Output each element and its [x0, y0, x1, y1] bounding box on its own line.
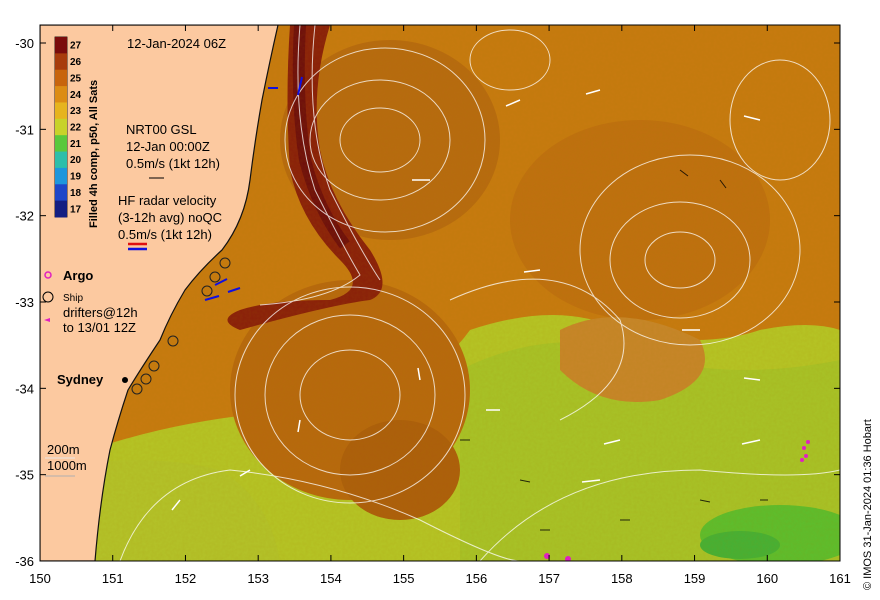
ship-tracks: [131, 257, 231, 395]
geostrophic-contours: [119, 25, 840, 561]
hf-radar-scale: 0.5m/s (1kt 12h): [118, 227, 212, 242]
y-tick-label: -33: [15, 295, 34, 310]
y-tick-label: -32: [15, 209, 34, 224]
gsl-scale: 0.5m/s (1kt 12h): [126, 156, 220, 171]
ship-marker-icon: [42, 291, 54, 303]
x-tick-label: 161: [829, 571, 851, 586]
gsl-title: NRT00 GSL: [126, 122, 197, 137]
y-tick-label: -30: [15, 36, 34, 51]
colorbar-swatch: [55, 118, 67, 136]
colorbar-tick-label: 19: [70, 172, 82, 183]
current-vectors: [171, 89, 761, 511]
x-tick-label: 157: [538, 571, 560, 586]
drifters: [544, 440, 810, 561]
isobath-1000m-label: 1000m: [47, 458, 87, 473]
city-label-sydney: Sydney: [57, 372, 104, 387]
drifters-label-2: to 13/01 12Z: [63, 320, 136, 335]
y-axis: -30 -31 -32 -33 -34 -35 -36: [15, 36, 840, 569]
colorbar-tick-label: 23: [70, 106, 82, 117]
argo-marker-icon: [44, 271, 52, 279]
x-tick-label: 153: [247, 571, 269, 586]
land-mass: [40, 25, 279, 561]
x-tick-label: 160: [756, 571, 778, 586]
y-tick-label: -34: [15, 381, 34, 396]
ship-label: Ship: [63, 293, 83, 304]
plot-area: [40, 25, 840, 561]
colorbar-tick-label: 26: [70, 57, 82, 68]
y-tick-label: -36: [15, 554, 34, 569]
colorbar-tick-label: 24: [70, 90, 82, 101]
colorbar-swatch: [55, 53, 67, 71]
city-marker: [122, 377, 128, 383]
colorbar-swatch: [55, 37, 67, 54]
colorbar-swatch: [55, 102, 67, 120]
timestamp-label: 12-Jan-2024 06Z: [127, 36, 226, 51]
x-tick-label: 155: [393, 571, 415, 586]
x-tick-label: 156: [466, 571, 488, 586]
gsl-date: 12-Jan 00:00Z: [126, 139, 210, 154]
x-tick-label: 159: [684, 571, 706, 586]
y-tick-label: -31: [15, 122, 34, 137]
x-tick-label: 151: [102, 571, 124, 586]
x-tick-label: 150: [29, 571, 51, 586]
argo-label: Argo: [63, 268, 93, 283]
hf-radar-avg: (3-12h avg) noQC: [118, 210, 222, 225]
colorbar-tick-label: 25: [70, 73, 82, 84]
colorbar: 27 26 25 24 23 22 21 20 19 18 17 Filled 4h comp, p…: [54, 36, 100, 228]
colorbar-tick-label: 18: [70, 188, 82, 199]
colorbar-swatch: [55, 135, 67, 153]
colorbar-swatch: [55, 184, 67, 202]
x-tick-label: 154: [320, 571, 342, 586]
colorbar-tick-label: 17: [70, 204, 82, 215]
colorbar-swatch: [55, 200, 67, 218]
colorbar-swatch: [55, 151, 67, 169]
colorbar-swatch: [55, 69, 67, 87]
drifter-marker-icon: [44, 318, 50, 322]
x-axis: 150 151 152 153 154 155 156 157 158 159 160 161: [29, 25, 851, 586]
hf-radar-vectors: [204, 76, 303, 301]
y-tick-label: -35: [15, 468, 34, 483]
colorbar-tick-label: 20: [70, 155, 82, 166]
colorbar-tick-label: 27: [70, 41, 82, 52]
colorbar-tick-label: 21: [70, 139, 82, 150]
colorbar-swatch: [55, 86, 67, 103]
x-tick-label: 152: [175, 571, 197, 586]
hf-radar-title: HF radar velocity: [118, 193, 217, 208]
colorbar-label: Filled 4h comp, p50, All Sats: [88, 80, 100, 228]
colorbar-swatch: [55, 167, 67, 185]
colorbar-tick-label: 22: [70, 123, 82, 134]
credit-label: © IMOS 31-Jan-2024 01:36 Hobart: [862, 419, 874, 590]
x-tick-label: 158: [611, 571, 633, 586]
plot-frame: [39, 24, 841, 562]
isobath-200m-label: 200m: [47, 442, 80, 457]
drifters-label-1: drifters@12h: [63, 305, 138, 320]
